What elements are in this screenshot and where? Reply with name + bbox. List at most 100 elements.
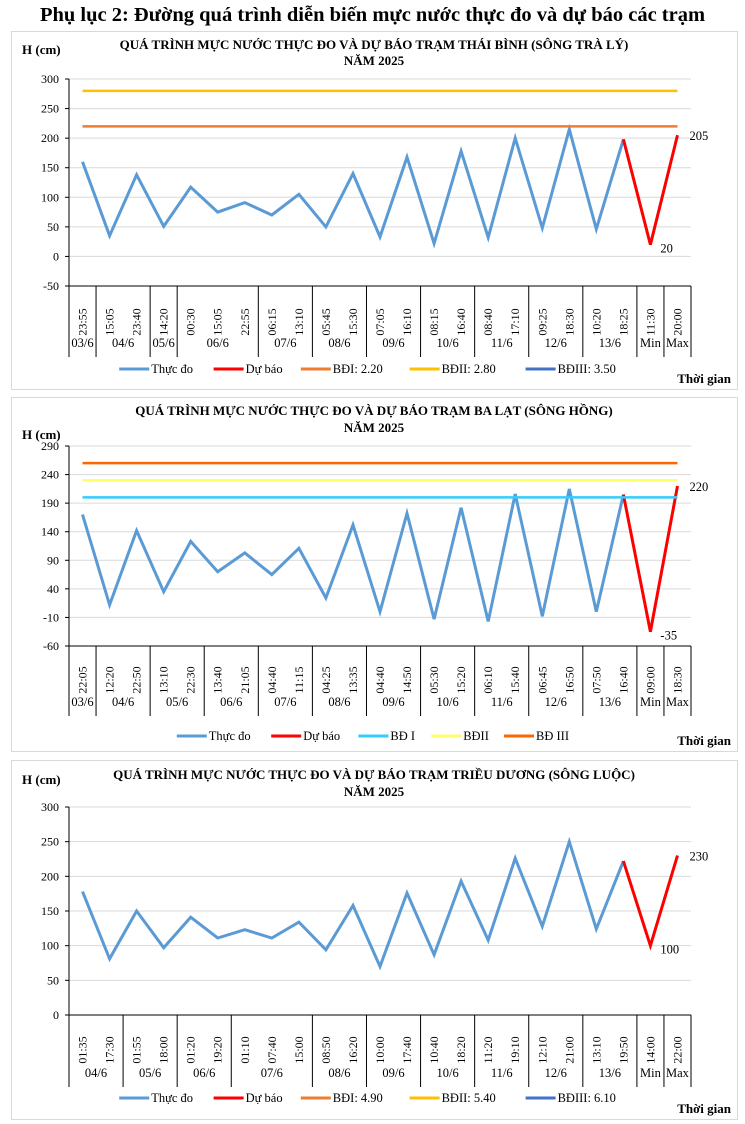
x-group-label: 05/6 bbox=[153, 336, 175, 350]
x-category-label: 18:00 bbox=[157, 1036, 171, 1063]
x-group-label: Max bbox=[666, 695, 690, 709]
x-group-label: 11/6 bbox=[491, 336, 513, 350]
series-line-forecast bbox=[621, 134, 679, 245]
x-group-label: 11/6 bbox=[491, 1066, 513, 1080]
x-category-label: 11:20 bbox=[481, 1037, 495, 1064]
x-category-label: 16:50 bbox=[562, 666, 576, 693]
x-category-label: 18:30 bbox=[670, 666, 684, 693]
x-category-label: 15:40 bbox=[508, 666, 522, 693]
legend-label: Dự báo bbox=[246, 1091, 283, 1105]
x-category-label: 08:50 bbox=[319, 1036, 333, 1063]
x-category-label: 16:10 bbox=[400, 308, 414, 335]
x-category-label: 15:20 bbox=[454, 666, 468, 693]
x-group-label: 05/6 bbox=[166, 695, 188, 709]
x-category-label: 13:35 bbox=[346, 666, 360, 693]
legend-label: BĐIII: 6.10 bbox=[558, 1091, 616, 1105]
x-group-label: Min bbox=[640, 336, 662, 350]
legend-label: Dự báo bbox=[303, 729, 340, 743]
x-category-label: 05:30 bbox=[427, 666, 441, 693]
chart-title: QUÁ TRÌNH MỰC NƯỚC THỰC ĐO VÀ DỰ BÁO TRẠ… bbox=[135, 403, 613, 418]
x-category-label: 19:10 bbox=[508, 1036, 522, 1063]
x-category-label: 06:45 bbox=[535, 666, 549, 693]
x-group-label: 13/6 bbox=[599, 336, 621, 350]
data-label: -35 bbox=[660, 629, 677, 643]
legend-label: Dự báo bbox=[246, 362, 283, 376]
y-tick-label: -10 bbox=[43, 610, 59, 624]
x-category-label: 12:20 bbox=[103, 666, 117, 693]
x-category-label: 04:25 bbox=[319, 666, 333, 693]
chart-subtitle: NĂM 2025 bbox=[344, 53, 405, 68]
x-category-label: 01:35 bbox=[76, 1036, 90, 1063]
x-category-label: 21:05 bbox=[238, 666, 252, 693]
x-category-label: 10:00 bbox=[373, 1036, 387, 1063]
y-tick-label: 100 bbox=[41, 939, 59, 953]
x-category-label: 12:10 bbox=[535, 1036, 549, 1063]
x-category-label: 01:20 bbox=[184, 1036, 198, 1063]
x-category-label: 19:20 bbox=[211, 1036, 225, 1063]
x-group-label: Min bbox=[640, 1066, 662, 1080]
x-category-label: 17:30 bbox=[103, 1036, 117, 1063]
x-category-label: 11:15 bbox=[292, 667, 306, 694]
x-category-label: 15:30 bbox=[346, 308, 360, 335]
x-category-label: 01:55 bbox=[130, 1036, 144, 1063]
series-line-measured bbox=[81, 123, 625, 249]
y-tick-label: -60 bbox=[43, 639, 59, 653]
legend-label: BĐII bbox=[463, 729, 489, 743]
chart-panel-trieu-duong: QUÁ TRÌNH MỰC NƯỚC THỰC ĐO VÀ DỰ BÁO TRẠ… bbox=[11, 760, 738, 1120]
chart-ba-lat: QUÁ TRÌNH MỰC NƯỚC THỰC ĐO VÀ DỰ BÁO TRẠ… bbox=[22, 403, 732, 748]
y-tick-label: 200 bbox=[41, 131, 59, 145]
x-group-label: 06/6 bbox=[207, 336, 229, 350]
x-category-label: 17:10 bbox=[508, 308, 522, 335]
x-group-label: 12/6 bbox=[545, 1066, 567, 1080]
x-group-label: 06/6 bbox=[220, 695, 242, 709]
legend-label: BĐI: 4.90 bbox=[333, 1091, 383, 1105]
x-group-label: 12/6 bbox=[545, 336, 567, 350]
legend-label: Thực đo bbox=[151, 362, 193, 376]
x-group-label: Max bbox=[666, 336, 690, 350]
y-tick-label: 90 bbox=[47, 553, 59, 567]
x-category-label: 09:25 bbox=[535, 308, 549, 335]
x-group-label: 08/6 bbox=[328, 695, 350, 709]
x-category-label: 13:10 bbox=[157, 666, 171, 693]
x-axis-label: Thời gian bbox=[677, 733, 732, 748]
x-category-label: 14:20 bbox=[157, 308, 171, 335]
chart-panel-ba-lat: QUÁ TRÌNH MỰC NƯỚC THỰC ĐO VÀ DỰ BÁO TRẠ… bbox=[11, 397, 738, 752]
chart-thai-binh: QUÁ TRÌNH MỰC NƯỚC THỰC ĐO VÀ DỰ BÁO TRẠ… bbox=[22, 37, 732, 386]
y-tick-label: 100 bbox=[41, 190, 59, 204]
y-tick-label: 250 bbox=[41, 102, 59, 116]
page-title: Phụ lục 2: Đường quá trình diễn biến mực… bbox=[39, 4, 706, 26]
x-group-label: 07/6 bbox=[261, 1066, 283, 1080]
x-category-label: 10:40 bbox=[427, 1036, 441, 1063]
legend-label: BĐIII: 3.50 bbox=[558, 362, 616, 376]
y-tick-label: 200 bbox=[41, 869, 59, 883]
legend-label: BĐII: 2.80 bbox=[442, 362, 496, 376]
y-tick-label: 150 bbox=[41, 904, 59, 918]
x-group-label: 04/6 bbox=[85, 1066, 107, 1080]
y-axis-label: H (cm) bbox=[22, 427, 61, 442]
x-group-label: 06/6 bbox=[193, 1066, 215, 1080]
x-category-label: 22:05 bbox=[76, 666, 90, 693]
chart-subtitle: NĂM 2025 bbox=[344, 420, 405, 435]
x-category-label: 16:20 bbox=[346, 1036, 360, 1063]
y-tick-label: 300 bbox=[41, 800, 59, 814]
y-tick-label: 240 bbox=[41, 468, 59, 482]
x-category-label: 16:40 bbox=[454, 308, 468, 335]
x-category-label: 04:40 bbox=[373, 666, 387, 693]
x-category-label: 06:10 bbox=[481, 666, 495, 693]
x-category-label: 22:55 bbox=[238, 308, 252, 335]
y-tick-label: 150 bbox=[41, 161, 59, 175]
data-label: 205 bbox=[689, 129, 708, 143]
y-tick-label: 140 bbox=[41, 525, 59, 539]
x-category-label: 07:50 bbox=[589, 666, 603, 693]
x-category-label: 04:40 bbox=[265, 666, 279, 693]
x-category-label: 07:05 bbox=[373, 308, 387, 335]
x-group-label: 09/6 bbox=[382, 336, 404, 350]
y-tick-label: 250 bbox=[41, 835, 59, 849]
chart-title: QUÁ TRÌNH MỰC NƯỚC THỰC ĐO VÀ DỰ BÁO TRẠ… bbox=[113, 767, 635, 782]
x-category-label: 23:40 bbox=[130, 308, 144, 335]
y-tick-label: 0 bbox=[53, 249, 59, 263]
x-category-label: 16:40 bbox=[616, 666, 630, 693]
x-category-label: 07:40 bbox=[265, 1036, 279, 1063]
y-tick-label: 40 bbox=[47, 582, 59, 596]
x-group-label: 11/6 bbox=[491, 695, 513, 709]
